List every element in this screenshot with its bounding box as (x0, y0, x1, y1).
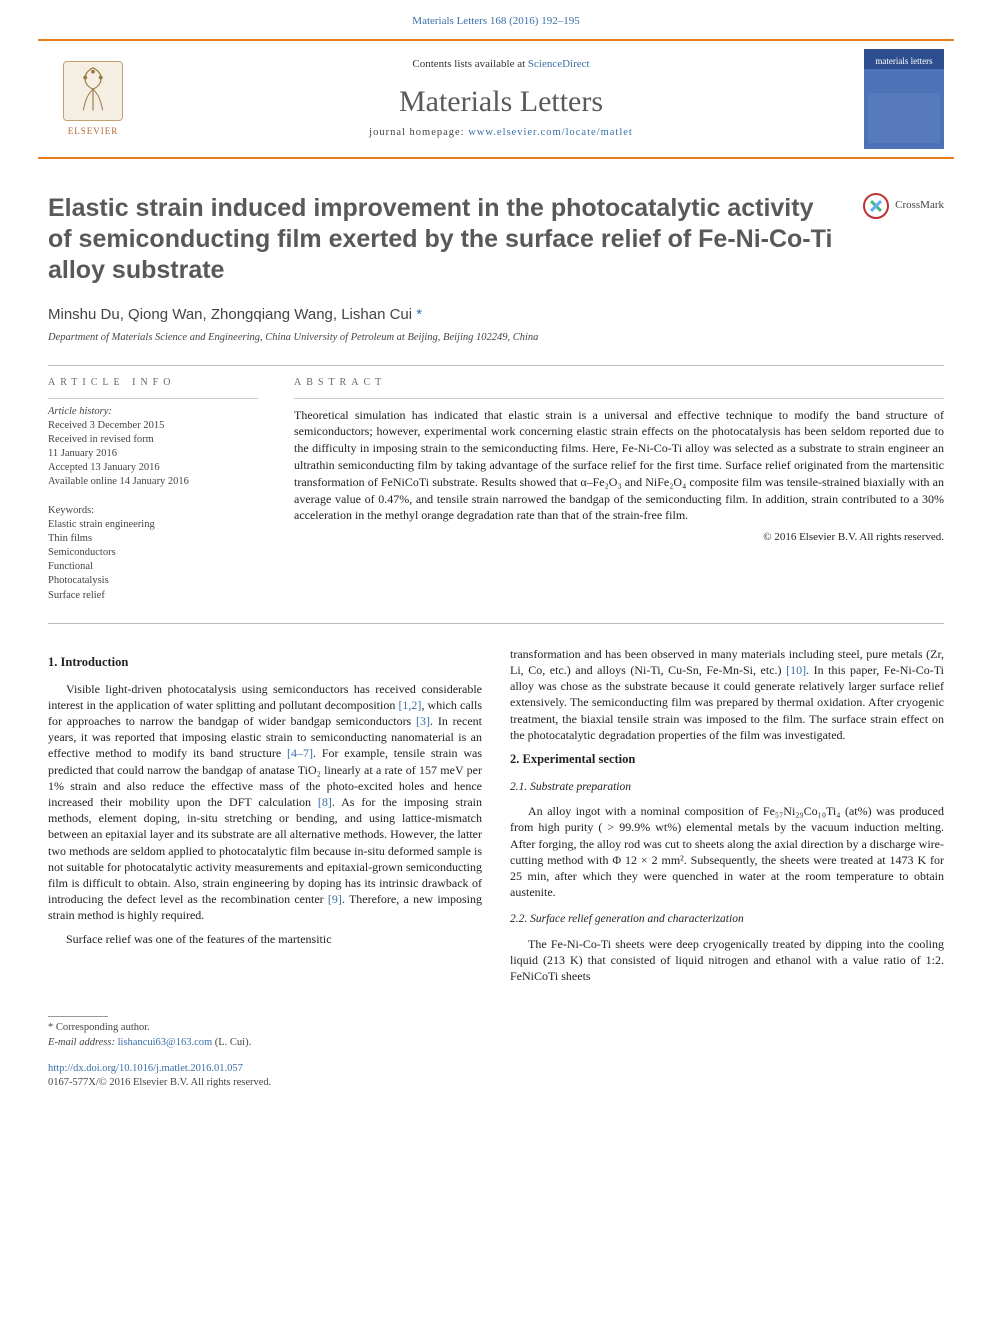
doi-link[interactable]: http://dx.doi.org/10.1016/j.matlet.2016.… (48, 1063, 243, 1074)
info-rule (48, 398, 258, 399)
sciencedirect-link[interactable]: ScienceDirect (528, 58, 590, 70)
section-rule (48, 623, 944, 624)
article-info-column: article info Article history: Received 3… (48, 376, 258, 603)
contents-prefix: Contents lists available at (412, 58, 527, 70)
subsection-heading: 2.1. Substrate preparation (510, 780, 944, 796)
publisher-name: ELSEVIER (68, 125, 119, 137)
citation-link[interactable]: [9] (328, 892, 342, 906)
citation-link[interactable]: [8] (318, 795, 332, 809)
journal-name: Materials Letters (399, 82, 603, 123)
citation-link[interactable]: [4–7] (287, 746, 313, 760)
abstract-label: abstract (294, 376, 944, 390)
affiliation: Department of Materials Science and Engi… (48, 331, 944, 345)
abstract-text: Theoretical simulation has indicated tha… (294, 407, 944, 525)
subsection-heading: 2.2. Surface relief generation and chara… (510, 912, 944, 928)
keyword: Photocatalysis (48, 574, 258, 588)
top-citation: Materials Letters 168 (2016) 192–195 (0, 0, 992, 39)
citation-link[interactable]: [3] (416, 714, 430, 728)
contents-line: Contents lists available at ScienceDirec… (412, 57, 589, 72)
abstract-copyright: © 2016 Elsevier B.V. All rights reserved… (294, 530, 944, 545)
keyword: Functional (48, 560, 258, 574)
history-revised-l2: 11 January 2016 (48, 447, 258, 461)
issn-copyright-line: 0167-577X/© 2016 Elsevier B.V. All right… (48, 1076, 944, 1090)
journal-header-band: ELSEVIER Contents lists available at Sci… (38, 39, 954, 159)
publisher-logo-block: ELSEVIER (38, 41, 148, 157)
keywords-label: Keywords: (48, 504, 258, 518)
journal-cover-art (868, 93, 940, 143)
journal-homepage-link[interactable]: www.elsevier.com/locate/matlet (468, 127, 633, 138)
journal-homepage-line: journal homepage: www.elsevier.com/locat… (369, 126, 633, 140)
citation-link[interactable]: [1,2] (398, 698, 421, 712)
section-heading: 1. Introduction (48, 654, 482, 671)
history-received: Received 3 December 2015 (48, 419, 258, 433)
journal-cover-title: materials letters (868, 55, 940, 67)
corresponding-email-link[interactable]: lishancui63@163.com (118, 1037, 213, 1048)
crossmark-widget[interactable]: CrossMark (863, 193, 944, 219)
corresponding-author-note: * Corresponding author. (48, 1021, 944, 1035)
body-columns: 1. Introduction Visible light-driven pho… (48, 646, 944, 993)
citation-link[interactable]: [10] (786, 663, 806, 677)
article-info-label: article info (48, 376, 258, 390)
body-text: Surface relief was one of the features o… (48, 931, 482, 947)
elsevier-logo: ELSEVIER (53, 54, 133, 144)
email-suffix: (L. Cui). (212, 1037, 251, 1048)
abstract-rule (294, 398, 944, 399)
email-label: E-mail address: (48, 1037, 118, 1048)
history-revised-l1: Received in revised form (48, 433, 258, 447)
footnote-rule (48, 1016, 108, 1017)
crossmark-label: CrossMark (895, 198, 944, 213)
authors-line: Minshu Du, Qiong Wan, Zhongqiang Wang, L… (48, 305, 944, 325)
elsevier-tree-icon (63, 61, 123, 121)
article-title: Elastic strain induced improvement in th… (48, 193, 839, 287)
section-heading: 2. Experimental section (510, 751, 944, 768)
keyword: Surface relief (48, 589, 258, 603)
journal-header-center: Contents lists available at ScienceDirec… (148, 41, 854, 157)
body-text: An alloy ingot with a nominal compositio… (510, 803, 944, 900)
body-text: . As for the imposing strain methods, el… (48, 795, 482, 906)
history-label: Article history: (48, 405, 258, 419)
homepage-prefix: journal homepage: (369, 127, 468, 138)
history-online: Available online 14 January 2016 (48, 475, 258, 489)
section-rule (48, 365, 944, 366)
abstract-column: abstract Theoretical simulation has indi… (294, 376, 944, 603)
body-text: The Fe-Ni-Co-Ti sheets were deep cryogen… (510, 936, 944, 985)
keyword: Semiconductors (48, 546, 258, 560)
keyword: Elastic strain engineering (48, 518, 258, 532)
page-footer: * Corresponding author. E-mail address: … (0, 1016, 992, 1114)
history-accepted: Accepted 13 January 2016 (48, 461, 258, 475)
crossmark-icon (863, 193, 889, 219)
top-citation-link[interactable]: Materials Letters 168 (2016) 192–195 (412, 15, 579, 27)
corresponding-marker: * (412, 306, 422, 323)
journal-cover-block: materials letters (854, 41, 954, 157)
keyword: Thin films (48, 532, 258, 546)
authors-names: Minshu Du, Qiong Wan, Zhongqiang Wang, L… (48, 306, 412, 323)
journal-cover-thumbnail: materials letters (864, 49, 944, 149)
